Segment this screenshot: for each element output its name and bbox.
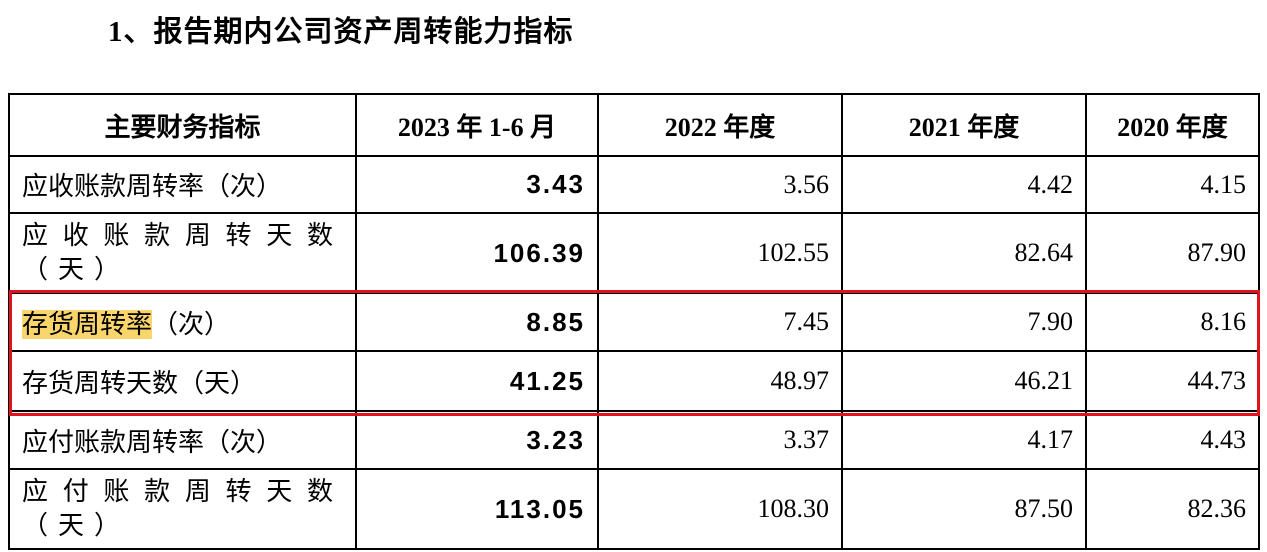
indicator-name: 应收账款周转率 [22, 172, 205, 201]
value-cell: 106.39 [355, 212, 599, 294]
header-row: 主要财务指标 2023 年 1-6 月 2022 年度 2021 年度 2020 年度 [8, 93, 1260, 157]
row-label: 存货周转率（次） [8, 292, 357, 352]
value-cell: 87.90 [1085, 212, 1260, 294]
value-cell: 44.73 [1085, 350, 1260, 412]
value-cell: 8.16 [1085, 292, 1260, 352]
value-cell: 7.90 [841, 292, 1087, 352]
row-label: 存货周转天数（天） [8, 350, 357, 412]
header-cell: 2020 年度 [1085, 93, 1260, 157]
indicator-name: 应付账款周转天数 [22, 477, 343, 506]
value-cell: 3.37 [597, 410, 843, 470]
value-cell: 48.97 [597, 350, 843, 412]
header-cell: 主要财务指标 [8, 93, 357, 157]
table-body: 主要财务指标 2023 年 1-6 月 2022 年度 2021 年度 2020 年度应… [8, 93, 1260, 550]
section-title: 1、报告期内公司资产周转能力指标 [108, 16, 574, 48]
table-row: 存货周转率（次） 8.85 7.45 7.90 8.16 [8, 292, 1260, 352]
table-row: 应付账款周转率（次） 3.23 3.37 4.17 4.43 [8, 410, 1260, 470]
row-label: 应收账款周转率（次） [8, 155, 357, 214]
value-cell: 4.43 [1085, 410, 1260, 470]
header-cell: 2021 年度 [841, 93, 1087, 157]
indicator-name: 应付账款周转率 [22, 427, 205, 457]
header-cell: 2023 年 1-6 月 [355, 93, 599, 157]
value-cell: 4.42 [841, 155, 1087, 214]
row-label: 应付账款周转率（次） [8, 410, 357, 470]
value-cell: 7.45 [597, 292, 843, 352]
value-cell: 82.64 [841, 212, 1087, 294]
table-row: 应付账款周转天数 （天） 113.05 108.30 87.50 82.36 [8, 468, 1260, 550]
value-cell: 82.36 [1085, 468, 1260, 550]
value-cell: 4.17 [841, 410, 1087, 470]
indicator-unit: （次） [204, 427, 283, 457]
value-cell: 4.15 [1085, 155, 1260, 214]
indicator-unit: （天） [22, 511, 131, 540]
row-label: 应收账款周转天数 （天） [8, 212, 357, 294]
indicator-unit: （次） [204, 172, 283, 201]
table-row: 存货周转天数（天） 41.25 48.97 46.21 44.73 [8, 350, 1260, 412]
value-cell: 3.23 [355, 410, 599, 470]
value-cell: 46.21 [841, 350, 1087, 412]
indicator-name: 存货周转天数 [22, 368, 179, 398]
indicator-name: 应收账款周转天数 [22, 221, 343, 250]
value-cell: 108.30 [597, 468, 843, 550]
indicator-name: 存货周转率 [22, 309, 153, 339]
indicator-unit: （天） [178, 368, 257, 398]
indicator-unit: （天） [22, 255, 131, 284]
value-cell: 3.43 [355, 155, 599, 214]
value-cell: 102.55 [597, 212, 843, 294]
value-cell: 3.56 [597, 155, 843, 214]
table-row: 应收账款周转天数 （天） 106.39 102.55 82.64 87.90 [8, 212, 1260, 294]
header-cell: 2022 年度 [597, 93, 843, 157]
value-cell: 8.85 [355, 292, 599, 352]
table-row: 应收账款周转率（次） 3.43 3.56 4.42 4.15 [8, 155, 1260, 214]
indicator-unit: （次） [152, 309, 231, 339]
row-label: 应付账款周转天数 （天） [8, 468, 357, 550]
value-cell: 87.50 [841, 468, 1087, 550]
value-cell: 113.05 [355, 468, 599, 550]
turnover-table: 主要财务指标 2023 年 1-6 月 2022 年度 2021 年度 2020 年度应… [8, 93, 1260, 550]
value-cell: 41.25 [355, 350, 599, 412]
